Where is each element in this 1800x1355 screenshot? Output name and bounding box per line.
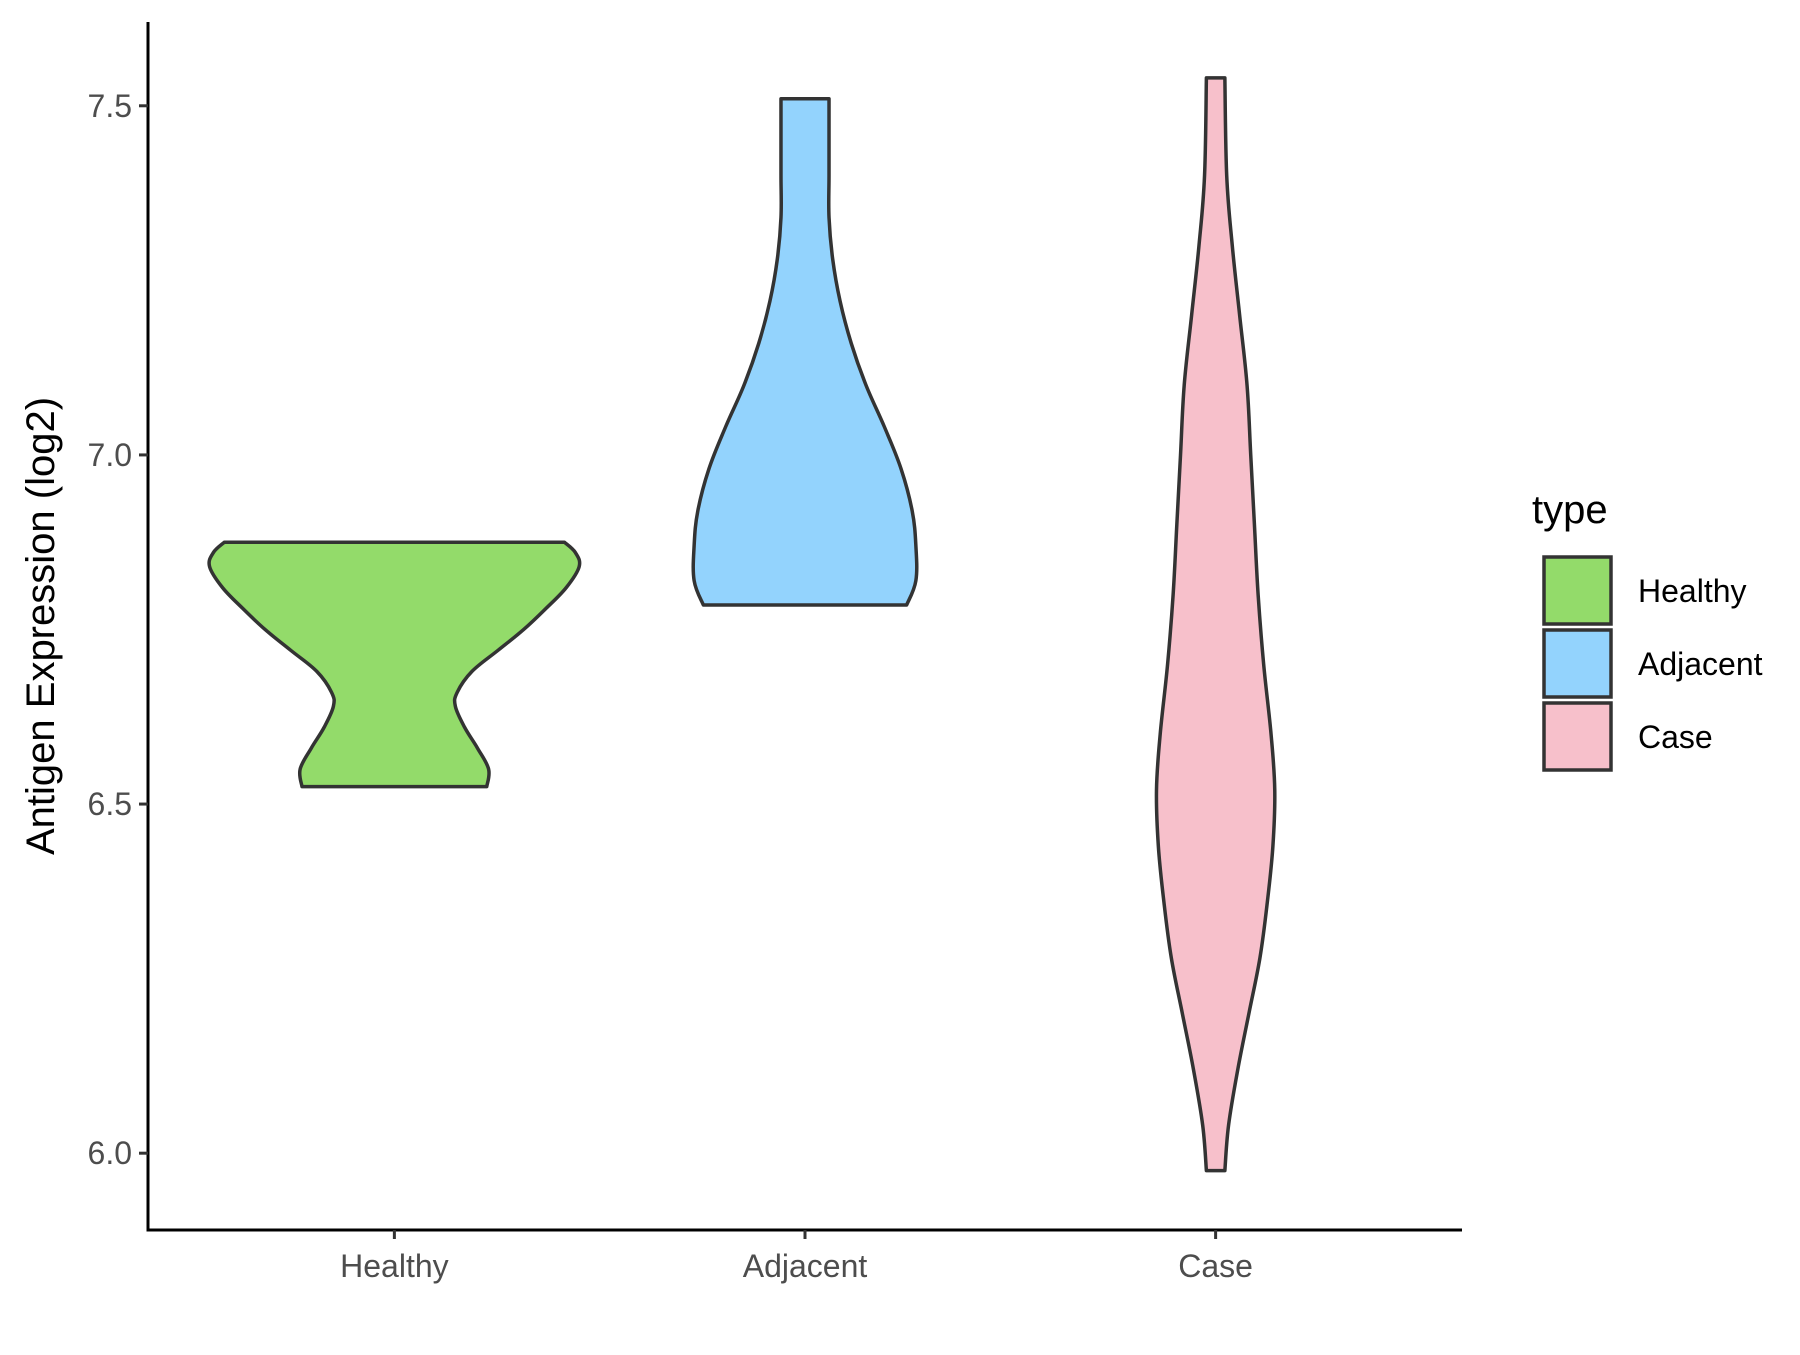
legend-items: Healthy Adjacent Case xyxy=(1542,555,1763,772)
x-tick-label: Case xyxy=(1178,1248,1253,1284)
y-ticks: 6.0 6.5 7.0 7.5 xyxy=(88,88,148,1171)
x-ticks: Healthy Adjacent Case xyxy=(340,1230,1253,1284)
legend-label-healthy: Healthy xyxy=(1638,573,1747,609)
y-tick-label: 7.5 xyxy=(88,88,132,124)
y-tick-label: 6.5 xyxy=(88,786,132,822)
violin-case xyxy=(1154,76,1277,1173)
y-axis-title: Antigen Expression (log2) xyxy=(19,397,63,855)
legend-key-case xyxy=(1542,701,1613,772)
legend-key-healthy xyxy=(1542,555,1613,626)
x-tick-label: Adjacent xyxy=(743,1248,868,1284)
legend-label-case: Case xyxy=(1638,719,1713,755)
y-tick-label: 7.0 xyxy=(88,437,132,473)
legend: type Healthy Adjacent Case xyxy=(1532,488,1763,772)
legend-label-adjacent: Adjacent xyxy=(1638,646,1763,682)
y-tick-label: 6.0 xyxy=(88,1135,132,1171)
legend-title: type xyxy=(1532,488,1608,532)
x-tick-label: Healthy xyxy=(340,1248,449,1284)
violin-layer xyxy=(207,76,1277,1173)
violin-adjacent xyxy=(691,97,919,607)
violin-healthy xyxy=(207,540,582,789)
legend-key-adjacent xyxy=(1542,628,1613,699)
